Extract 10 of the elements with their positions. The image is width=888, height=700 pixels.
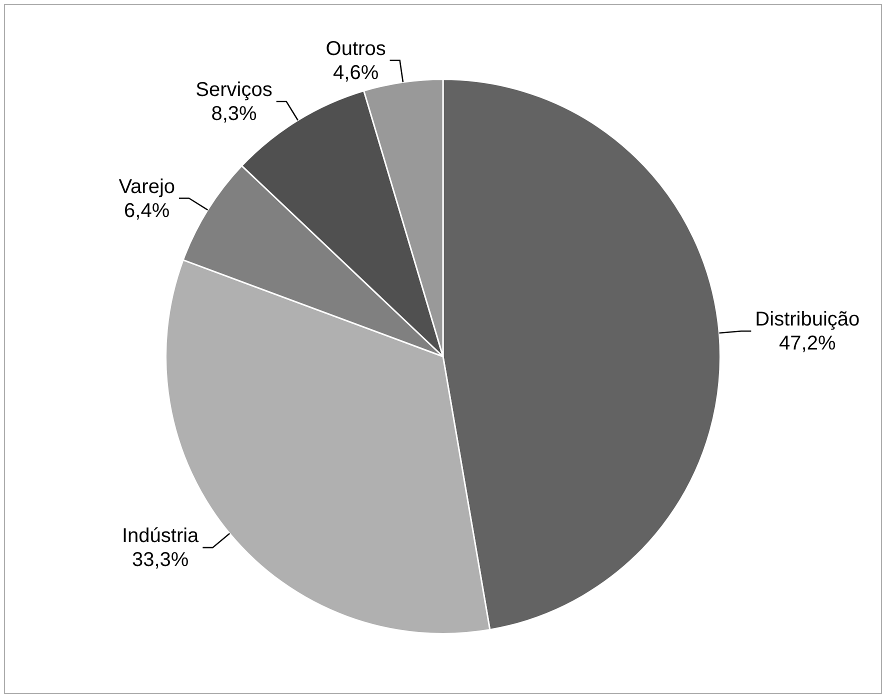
slice-label: Distribuição — [755, 308, 860, 331]
slice-label: Serviços — [196, 79, 272, 102]
data-label: 4,6% — [333, 62, 379, 84]
data-label: 33,3% — [132, 549, 189, 572]
data-label: 6,4% — [124, 200, 170, 222]
slice-label: Indústria — [122, 525, 200, 548]
slice-label: Outros — [326, 38, 386, 60]
data-label: 47,2% — [779, 332, 836, 355]
data-label: 8,3% — [211, 103, 258, 126]
slice-label: Varejo — [118, 176, 176, 198]
